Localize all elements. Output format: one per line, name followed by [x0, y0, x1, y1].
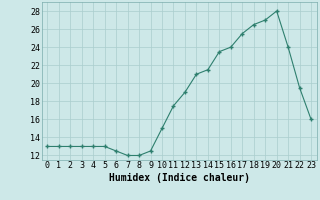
X-axis label: Humidex (Indice chaleur): Humidex (Indice chaleur)	[109, 173, 250, 183]
